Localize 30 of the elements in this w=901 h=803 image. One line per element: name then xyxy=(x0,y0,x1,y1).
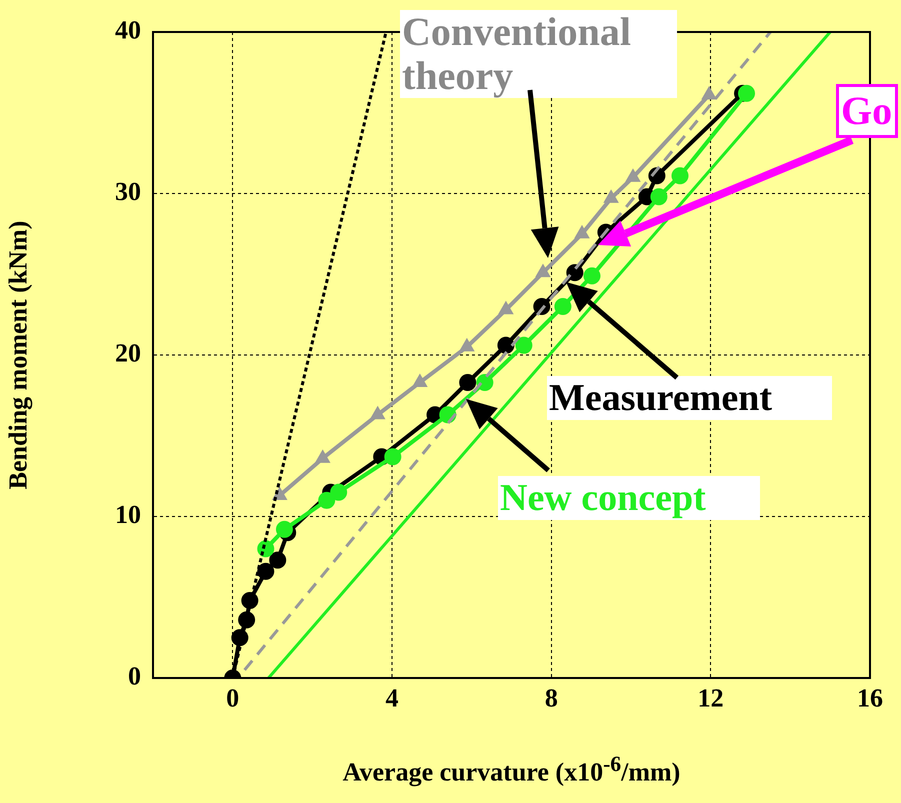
point xyxy=(671,167,688,184)
x-tick-label: 8 xyxy=(544,683,558,712)
point xyxy=(257,562,274,580)
point xyxy=(384,448,402,466)
annotation: Measurement xyxy=(547,376,832,420)
annotation: Go xyxy=(836,84,898,138)
annotation: Conventional theory xyxy=(400,9,677,98)
x-tick-label: 4 xyxy=(386,683,398,712)
x-tick-label: 12 xyxy=(698,683,724,712)
x-tick-label: 16 xyxy=(857,683,883,712)
point xyxy=(330,484,348,501)
x-tick-label: 0 xyxy=(226,683,240,712)
point xyxy=(276,520,293,538)
point xyxy=(269,552,286,569)
y-tick-label: 30 xyxy=(115,177,141,206)
y-axis-title: Bending moment (kNm) xyxy=(3,220,32,490)
point xyxy=(738,84,756,102)
point xyxy=(515,336,532,354)
x-axis-title: Average curvature (x10$^{-6}$/mm) xyxy=(342,752,682,788)
y-tick-label: 40 xyxy=(115,16,141,45)
annotation: New concept xyxy=(498,476,760,520)
y-tick-label: 20 xyxy=(115,338,141,368)
point xyxy=(497,336,514,354)
point xyxy=(583,267,600,284)
point xyxy=(650,188,668,206)
y-tick-label: 0 xyxy=(128,662,141,691)
point xyxy=(554,298,572,316)
point xyxy=(318,492,336,509)
y-tick-label: 10 xyxy=(115,500,141,530)
point xyxy=(459,374,476,391)
